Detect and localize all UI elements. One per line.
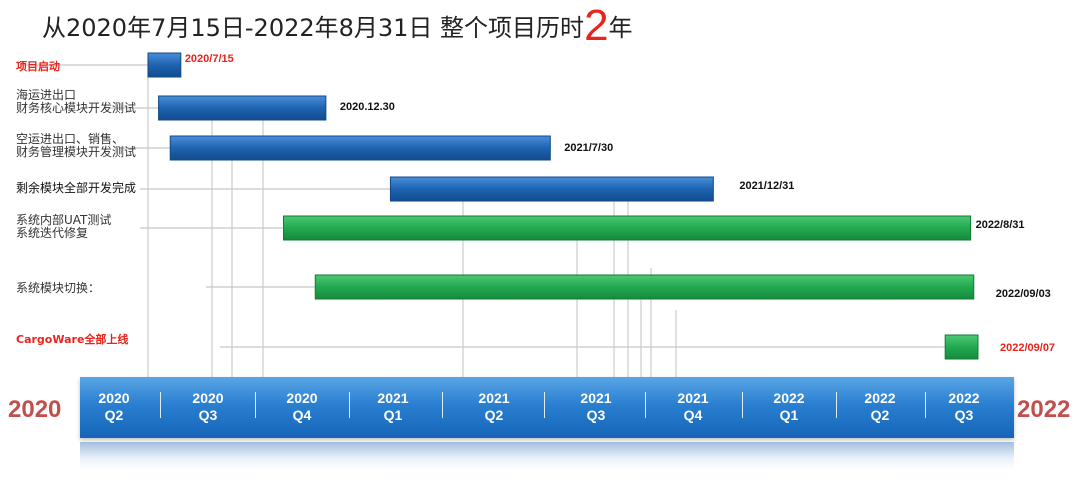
quarter-timeline <box>80 377 1014 438</box>
end-date-label: 2021/7/30 <box>564 142 614 154</box>
chart-title: 从2020年7月15日-2022年8月31日 整个项目历时2年 <box>42 4 633 48</box>
task-label: 剩余模块全部开发完成 <box>16 181 137 195</box>
quarter-separator <box>925 392 926 418</box>
task-label: 系统模块切换： <box>16 281 101 295</box>
title-text: 从2020年7月15日-2022年8月31日 整个项目历时 <box>42 14 585 42</box>
quarter-separator <box>645 392 646 418</box>
quarter-separator <box>544 392 545 418</box>
quarter-separator <box>742 392 743 418</box>
quarter-label: 2020 Q4 <box>286 390 318 423</box>
gantt-bar <box>314 274 975 300</box>
end-date-label: 2022/8/31 <box>975 219 1025 231</box>
quarter-label: 2022 Q2 <box>864 390 896 423</box>
quarter-label: 2021 Q3 <box>580 390 612 423</box>
quarter-label: 2021 Q1 <box>377 390 409 423</box>
gantt-bar <box>147 52 182 78</box>
quarter-label: 2022 Q3 <box>948 390 980 423</box>
quarter-label: 2022 Q1 <box>773 390 805 423</box>
task-label: 系统内部UAT测试 系统迭代修复 <box>16 213 112 240</box>
task-label: 空运进出口、销售、 财务管理模块开发测试 <box>16 132 137 159</box>
gantt-bar <box>169 135 551 161</box>
quarter-separator <box>442 392 443 418</box>
gantt-bar <box>158 95 327 121</box>
label-connectors <box>20 64 946 348</box>
title-suffix: 年 <box>608 14 633 42</box>
gantt-bars <box>147 52 979 360</box>
quarter-separator <box>255 392 256 418</box>
timeline-reflection <box>80 442 1014 470</box>
task-label: 项目启动 <box>16 60 60 73</box>
quarter-separator <box>836 392 837 418</box>
task-label: CargoWare全部上线 <box>16 333 129 346</box>
end-date-label: 2020/7/15 <box>184 53 234 65</box>
start-year-label: 2020 <box>8 396 62 423</box>
end-date-label: 2021/12/31 <box>739 180 795 192</box>
end-date-label: 2020.12.30 <box>339 101 395 113</box>
title-highlight-number: 2 <box>584 1 609 50</box>
quarter-separator <box>160 392 161 418</box>
end-date-label: 2022/09/03 <box>995 288 1051 300</box>
quarter-label: 2021 Q4 <box>677 390 709 423</box>
quarter-label: 2020 Q3 <box>192 390 224 423</box>
gantt-bar <box>944 334 979 360</box>
end-date-label: 2022/09/07 <box>1000 342 1056 354</box>
quarter-separator <box>349 392 350 418</box>
gantt-bar <box>283 215 972 241</box>
quarter-label: 2021 Q2 <box>478 390 510 423</box>
gantt-bar <box>389 176 714 202</box>
quarter-label: 2020 Q2 <box>98 390 130 423</box>
task-label: 海运进出口 财务核心模块开发测试 <box>16 88 137 115</box>
end-year-label: 2022 <box>1017 396 1071 423</box>
